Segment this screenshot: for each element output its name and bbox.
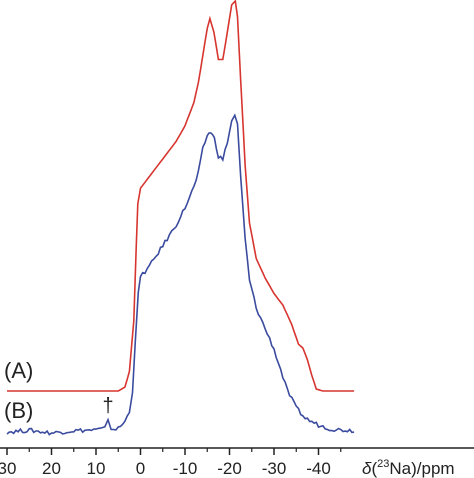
x-axis-title-close: )/ppm (411, 459, 454, 478)
x-tick-label: 10 (87, 459, 106, 478)
spectrum-line-b (6, 113, 355, 436)
x-axis-title-open: ( (371, 459, 377, 478)
x-tick-label: 30 (0, 459, 16, 478)
series-labels: (A) (B) (4, 358, 33, 423)
x-axis: 30 20 10 0 -10 -20 -30 -40 δ(23Na)/ppm (0, 447, 474, 478)
x-tick-label: -20 (217, 459, 242, 478)
x-axis-title-superscript: 23 (377, 458, 389, 470)
x-tick-label: -10 (173, 459, 198, 478)
x-axis-ticks: 30 20 10 0 -10 -20 -30 -40 (0, 448, 342, 478)
x-tick-label: 0 (136, 459, 145, 478)
x-axis-title-delta: δ (362, 459, 372, 478)
x-tick-label: -30 (262, 459, 287, 478)
spectrum-line-a (7, 0, 355, 392)
series-label-a: (A) (4, 358, 33, 383)
x-tick-label: 20 (42, 459, 61, 478)
dagger-annotation: † (102, 395, 113, 417)
x-axis-title-nucleus: Na (389, 459, 411, 478)
series-label-b: (B) (4, 398, 33, 423)
x-tick-label: -40 (306, 459, 331, 478)
x-axis-title: δ(23Na)/ppm (362, 458, 455, 478)
plot-area (6, 0, 355, 436)
